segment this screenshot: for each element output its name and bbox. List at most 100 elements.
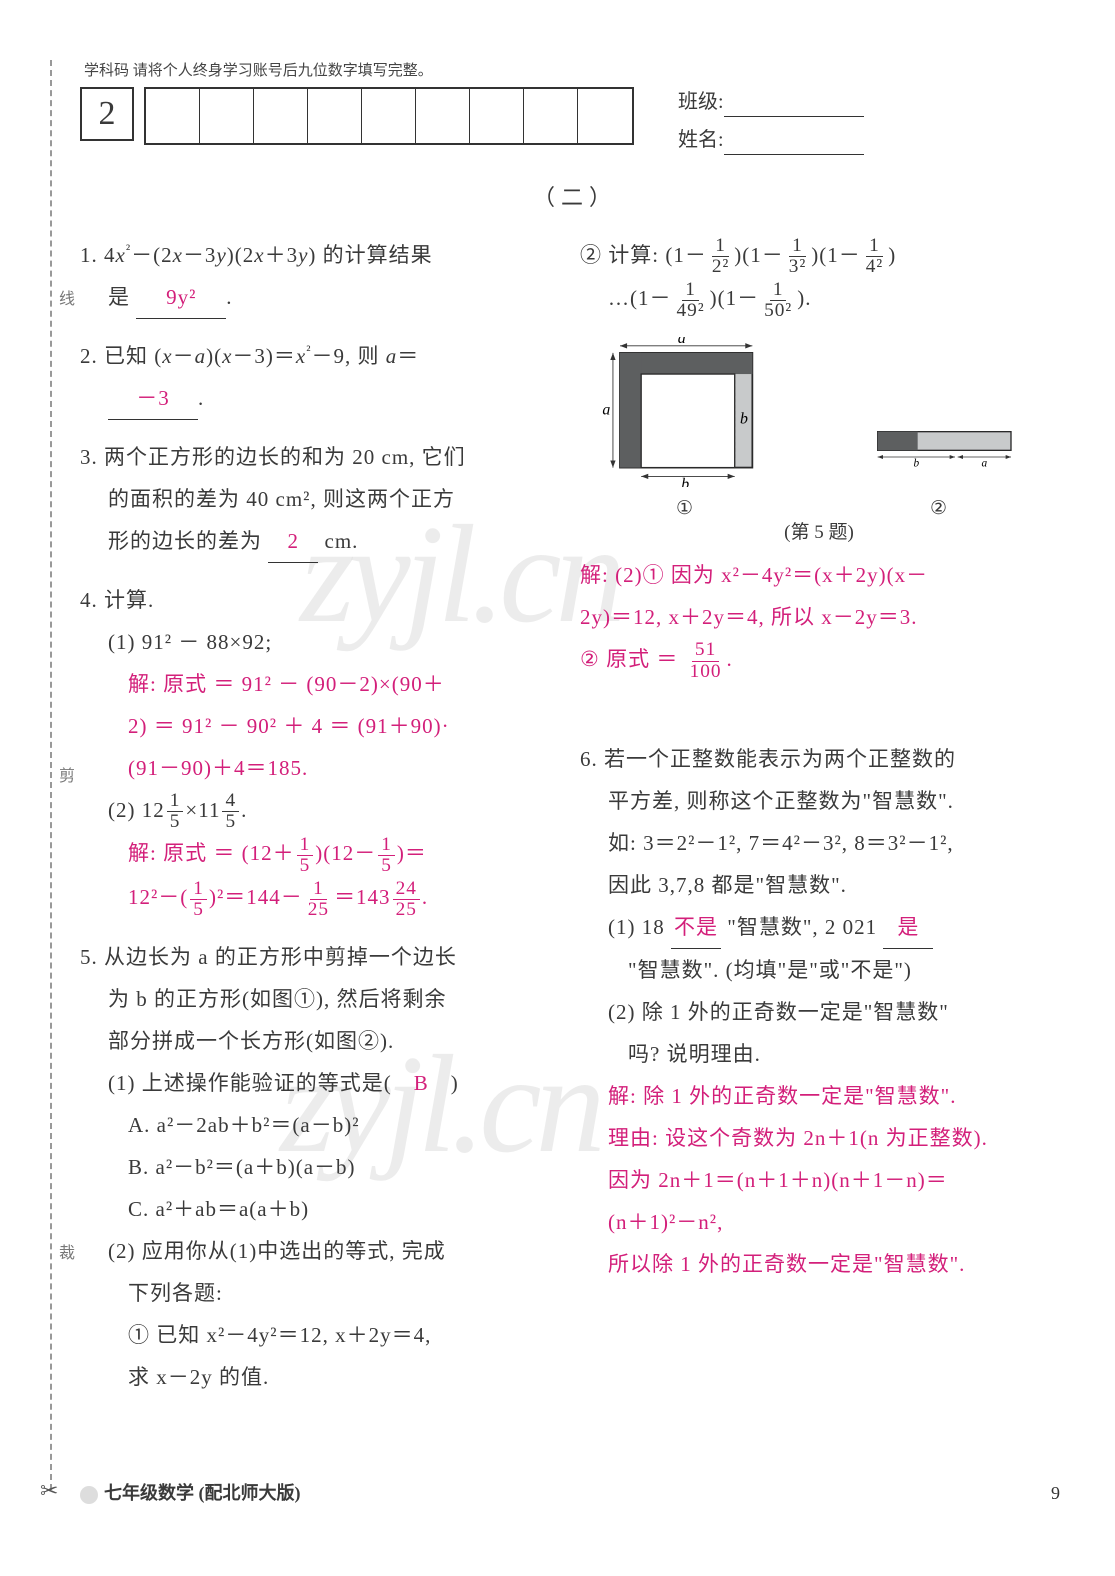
q6-p1-wrap: (1) 18 不是 "智慧数", 2 021 是	[608, 915, 933, 939]
code-cell[interactable]	[146, 89, 200, 143]
rsol-l2: 2y)＝12, x＋2y＝4, 所以 x－2y＝3.	[580, 605, 918, 629]
code-block: 2	[80, 87, 634, 145]
q6-p2b: 吗? 说明理由.	[628, 1042, 761, 1066]
sym: x	[116, 243, 126, 267]
q6-l1: 6. 若一个正整数能表示为两个正整数的	[580, 747, 956, 771]
q5-p1-end: )	[429, 1071, 459, 1095]
page-number: 9	[1051, 1480, 1060, 1507]
q4-p2a: (2) 12	[108, 798, 165, 822]
q4-sol2-line2: 12²－(15)²＝144－125＝1432425.	[128, 885, 428, 909]
den: 50²	[761, 301, 795, 321]
num: 1	[190, 879, 207, 900]
fig2-label: ②	[930, 495, 947, 524]
q2-answer: －3	[108, 377, 198, 420]
two-columns: 1. 4x²－(2x－3y)(2x＋3y) 的计算结果 是 9y². 2. 已知…	[80, 234, 1070, 1415]
q2-t: ＝	[397, 344, 419, 368]
q1-t: －3	[183, 243, 217, 267]
frac: 13²	[786, 236, 809, 278]
question-3: 3. 两个正方形的边长的和为 20 cm, 它们 的面积的差为 40 cm², …	[80, 436, 550, 563]
code-cell[interactable]	[254, 89, 308, 143]
question-4: 4. 计算. (1) 91² － 88×92; 解: 原式 ＝ 91² － (9…	[80, 579, 550, 921]
rsol-l3a: ② 原式 ＝	[580, 647, 678, 671]
q1-t: －(2	[131, 243, 173, 267]
den: 5	[378, 856, 395, 876]
num: 1	[297, 835, 314, 856]
q3-answer: 2	[268, 520, 318, 563]
den: 5	[297, 856, 314, 876]
den: 4²	[863, 257, 886, 277]
question-1: 1. 4x²－(2x－3y)(2x＋3y) 的计算结果 是 9y².	[80, 234, 550, 319]
page-content: 学科码 请将个人终身学习账号后九位数字填写完整。 2 班级: 姓名: （二）	[80, 60, 1070, 1414]
q1-t: ＋3	[265, 243, 299, 267]
fig1-label: ①	[676, 495, 693, 524]
sym: x	[254, 243, 264, 267]
code-cell[interactable]	[362, 89, 416, 143]
num: 1	[789, 236, 806, 257]
sym: y	[298, 243, 308, 267]
class-input-line[interactable]	[724, 116, 864, 117]
question-6: 6. 若一个正整数能表示为两个正整数的 平方差, 则称这个正整数为"智慧数". …	[580, 738, 1058, 1285]
figure-2-svg: b a	[840, 429, 1050, 469]
den: 3²	[786, 257, 809, 277]
frac-51-100: 51100	[687, 640, 725, 682]
left-column: 1. 4x²－(2x－3y)(2x＋3y) 的计算结果 是 9y². 2. 已知…	[80, 234, 550, 1415]
frac: 125	[305, 879, 332, 921]
q6-s3: 因为 2n＋1＝(n＋1＋n)(n＋1－n)＝	[608, 1168, 948, 1192]
t: 12²－(	[128, 885, 188, 909]
q1-t: )(2	[227, 243, 255, 267]
t: )	[888, 243, 896, 267]
q4-p1: (1) 91² － 88×92;	[108, 630, 272, 654]
frac: 149²	[674, 280, 708, 322]
q5-l1: 5. 从边长为 a 的正方形中剪掉一个边长	[80, 945, 457, 969]
sym: a	[386, 344, 398, 368]
q4-sol1c: (91－90)＋4＝185.	[128, 756, 308, 780]
code-cell[interactable]	[470, 89, 524, 143]
t: 解: 原式 ＝ (12＋	[128, 841, 295, 865]
frac: 150²	[761, 280, 795, 322]
student-info: 班级: 姓名:	[678, 87, 864, 163]
q4-p2b: ×11	[185, 798, 220, 822]
sym: x	[162, 344, 172, 368]
q5-p1: (1) 上述操作能验证的等式是( B )	[108, 1071, 459, 1095]
t: )(1－	[734, 243, 784, 267]
sym: a	[195, 344, 207, 368]
t: ② 计算: (1－	[580, 243, 707, 267]
code-grid	[144, 87, 634, 145]
q5-l3: 部分拼成一个长方形(如图②).	[108, 1029, 394, 1053]
cut-line: 线 剪 裁	[50, 60, 76, 1490]
code-cell[interactable]	[416, 89, 470, 143]
code-cell[interactable]	[308, 89, 362, 143]
frac: 15	[190, 879, 207, 921]
code-cell[interactable]	[200, 89, 254, 143]
q4-head: 4. 计算.	[80, 588, 154, 612]
q2-t: －	[173, 344, 195, 368]
q3-l3: 形的边长的差为	[108, 529, 262, 553]
footer-left: 七年级数学 (配北师大版)	[80, 1480, 301, 1507]
name-label: 姓名:	[678, 129, 724, 151]
header-row: 2 班级: 姓名:	[80, 87, 1070, 163]
num: 4	[222, 791, 239, 812]
num: 51	[692, 640, 719, 661]
code-cell[interactable]	[578, 89, 632, 143]
q2-dot: .	[198, 386, 204, 410]
name-input-line[interactable]	[724, 154, 864, 155]
frac: 14²	[863, 236, 886, 278]
sym: x	[222, 344, 232, 368]
q6-p1b: "智慧数", 2 021	[727, 915, 877, 939]
q5-solution-right: 解: (2)① 因为 x²－4y²＝(x＋2y)(x－ 2y)＝12, x＋2y…	[580, 554, 1058, 682]
q6-ans1: 不是	[671, 906, 721, 949]
q3-l1: 3. 两个正方形的边长的和为 20 cm, 它们	[80, 445, 466, 469]
cutline-text-1: 线	[52, 284, 76, 312]
q5-p2c: ① 已知 x²－4y²＝12, x＋2y＝4,	[128, 1323, 431, 1347]
q5-optC: C. a²＋ab＝a(a＋b)	[128, 1197, 309, 1221]
q6-s4: (n＋1)²－n²,	[608, 1210, 723, 1234]
r1-line2: …(1－149²)(1－150²).	[608, 286, 811, 310]
q5-l2: 为 b 的正方形(如图①), 然后将剩余	[108, 987, 447, 1011]
t: )(12－	[315, 841, 376, 865]
den: 25	[393, 900, 420, 920]
q6-p1a: (1) 18	[608, 915, 665, 939]
num: 1	[712, 236, 729, 257]
t: )²＝144－	[209, 885, 303, 909]
num: 1	[866, 236, 883, 257]
code-cell[interactable]	[524, 89, 578, 143]
